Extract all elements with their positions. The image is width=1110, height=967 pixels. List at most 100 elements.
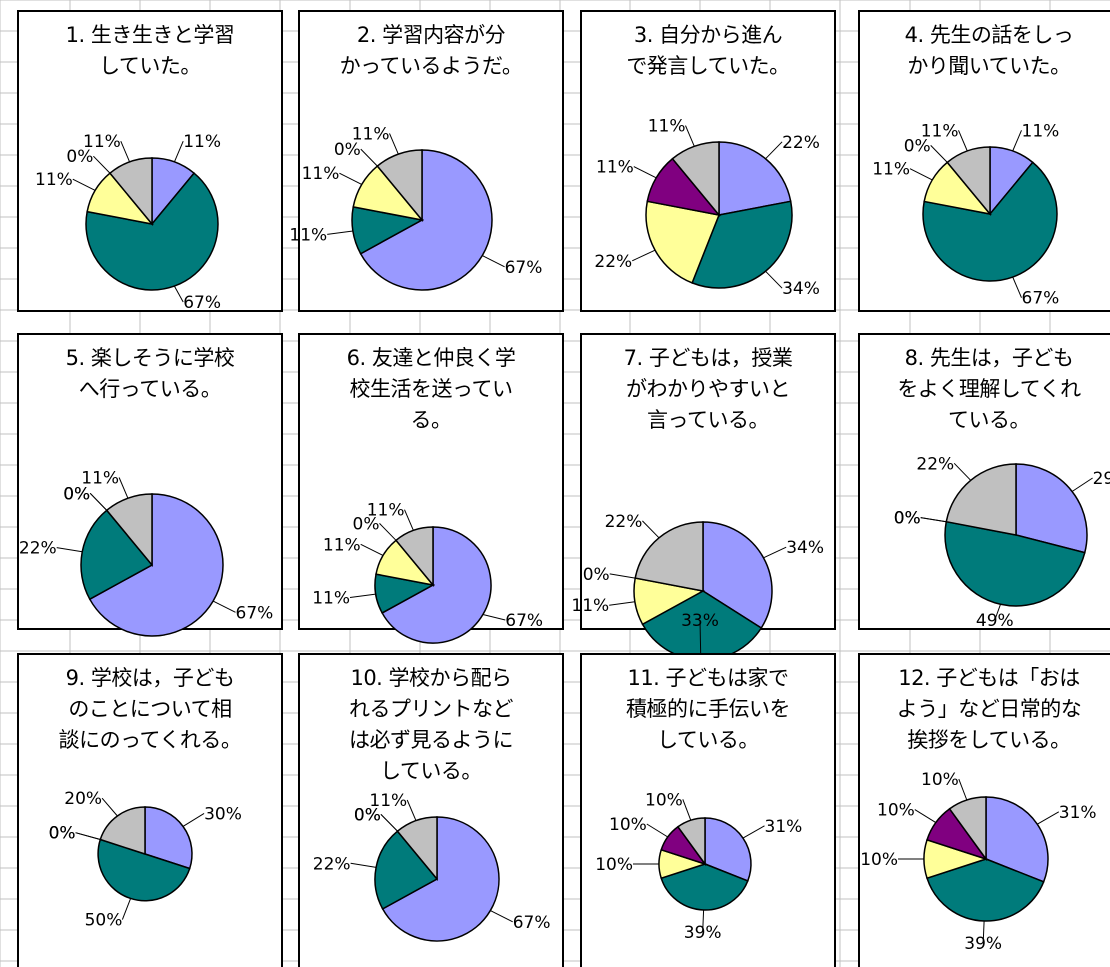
data-label-gray: 11% — [352, 124, 390, 144]
leader-line — [173, 285, 184, 303]
data-label-gray: 11% — [81, 469, 119, 489]
data-label-purple: 10% — [609, 815, 647, 835]
chart-panel-4: 11% 67% 11% 0% 11% 4. 先生の話をしっ かり聞いていた。 — [858, 10, 1110, 312]
data-label-gray: 11% — [369, 791, 407, 811]
leader-line — [1012, 276, 1022, 298]
data-label-blue: 31% — [765, 817, 803, 837]
pie-chart: 31% 39% 10% 10% 10% — [860, 770, 1097, 954]
chart-title: 11. 子どもは家で 積極的に手伝いを している。 — [626, 666, 791, 752]
data-label-blue: 67% — [505, 611, 543, 631]
data-label-teal: 50% — [85, 911, 123, 931]
data-label-teal: 11% — [289, 225, 327, 245]
data-label-yellow: 11% — [571, 596, 609, 616]
leader-line — [118, 477, 129, 499]
pie-slice-gray — [394, 526, 434, 588]
leader-line — [920, 517, 947, 523]
leader-line — [360, 148, 378, 167]
data-label-yellow: 0% — [49, 824, 76, 844]
leader-line — [182, 812, 205, 827]
data-label-blue: 22% — [782, 133, 820, 153]
leader-line — [642, 520, 660, 539]
chart-title: 8. 先生は，子ども をよく理解してくれ ている。 — [897, 346, 1081, 432]
pie-slice-gray — [108, 157, 153, 227]
data-label-gray: 10% — [645, 790, 683, 810]
chart-title: 6. 友達と仲良く学 校生活を送ってい る。 — [346, 346, 516, 432]
leader-line — [930, 145, 948, 163]
chart-title: 10. 学校から配ら れるプリントなど は必ず見るように している。 — [349, 666, 514, 783]
chart-panel-7: 34% 33% 11% 0% 22% 7. 子どもは，授業 がわかりやすいと 言っている。 — [571, 333, 836, 661]
leader-line — [1037, 811, 1060, 825]
leader-line — [56, 547, 83, 553]
data-label-gray: 11% — [648, 117, 686, 137]
leader-line — [702, 909, 705, 933]
data-label-purple: 0% — [66, 147, 93, 167]
leader-line — [212, 600, 236, 613]
data-label-purple: 0% — [894, 509, 921, 529]
data-label-yellow: 10% — [860, 850, 898, 870]
data-label-blue: 29% — [1093, 469, 1110, 489]
data-label-teal: 49% — [976, 611, 1014, 631]
leader-line — [379, 523, 397, 541]
data-label-yellow: 0% — [63, 484, 90, 504]
chart-title: 4. 先生の話をしっ かり聞いていた。 — [904, 23, 1074, 78]
data-label-teal: 39% — [964, 934, 1002, 954]
leader-line — [339, 172, 362, 185]
leader-line — [482, 255, 505, 268]
leader-line — [682, 799, 692, 821]
leader-line — [646, 823, 669, 838]
data-label-yellow: 11% — [302, 164, 340, 184]
pie-slice-blue — [88, 493, 224, 637]
pie-slice-blue — [1015, 463, 1088, 554]
data-label-blue: 30% — [204, 804, 242, 824]
data-label-yellow: 0% — [894, 509, 921, 529]
pie-slice-blue — [359, 149, 493, 291]
chart-panel-10: 67% 22% 0% 0% 11% 10. 学校から配ら れるプリントなど は必ず見るよう… — [298, 653, 564, 967]
pie-slice-gray — [671, 141, 720, 218]
leader-line — [765, 270, 783, 289]
data-label-purple: 10% — [877, 801, 915, 821]
data-label-yellow: 0% — [354, 805, 381, 825]
data-label-yellow: 11% — [872, 160, 910, 180]
data-label-teal: 33% — [681, 611, 719, 631]
leader-line — [350, 862, 377, 868]
data-label-yellow: 22% — [594, 252, 632, 272]
leader-line — [72, 178, 96, 191]
chart-panel-8: 29%49%0%0%22%8. 先生は，子ども をよく理解してくれ ている。 — [858, 333, 1110, 631]
pie-slice-blue — [985, 796, 1049, 883]
pie-chart: 67%11%11%0%11% — [312, 501, 543, 644]
pie-chart: 31% 39% 10% 10% 10% — [595, 790, 803, 943]
chart-title: 2. 学習内容が分 かっているようだ。 — [339, 23, 523, 78]
data-label-gray: 22% — [605, 512, 643, 532]
data-label-teal: 34% — [782, 279, 820, 299]
pie-chart: 67%22%0%0%11% — [313, 791, 550, 942]
pie-chart: 22% 34% 22% 11% 11% — [594, 117, 820, 300]
data-label-teal: 67% — [1022, 289, 1060, 309]
pie-slice-teal — [944, 520, 1086, 607]
pie-slice-yellow — [645, 200, 721, 284]
leader-line — [994, 604, 1001, 621]
data-label-blue: 31% — [1059, 803, 1097, 823]
leader-line — [89, 492, 108, 511]
data-label-blue: 11% — [183, 132, 221, 152]
data-label-purple: 0% — [334, 140, 361, 160]
chart-panel-2: 67% 11% 11% 0% 11% 2. 学習内容が分 かっているようだ。 — [289, 10, 564, 312]
data-label-purple: 0% — [353, 514, 380, 534]
data-label-purple: 0% — [49, 824, 76, 844]
chart-panel-5: 67% 22% 0% 0% 11% 5. 楽しそうに学校 へ行っている。 — [17, 333, 283, 637]
chart-title: 7. 子どもは，授業 がわかりやすいと 言っている。 — [623, 346, 793, 432]
data-label-teal: 11% — [312, 589, 350, 609]
leader-line — [1071, 477, 1093, 492]
data-label-purple: 0% — [63, 484, 90, 504]
data-label-purple: 0% — [583, 565, 610, 585]
data-label-blue: 67% — [505, 258, 543, 278]
leader-line — [404, 509, 414, 531]
data-label-gray: 11% — [83, 132, 121, 152]
leader-line — [101, 797, 118, 817]
leader-line — [958, 130, 968, 152]
leader-line — [685, 125, 695, 147]
leader-line — [327, 230, 353, 235]
leader-line — [406, 799, 417, 821]
pie-chart: 30%50%0%0%20% — [49, 789, 242, 931]
leader-line — [953, 462, 972, 481]
chart-title: 3. 自分から進ん で発言していた。 — [626, 23, 790, 78]
